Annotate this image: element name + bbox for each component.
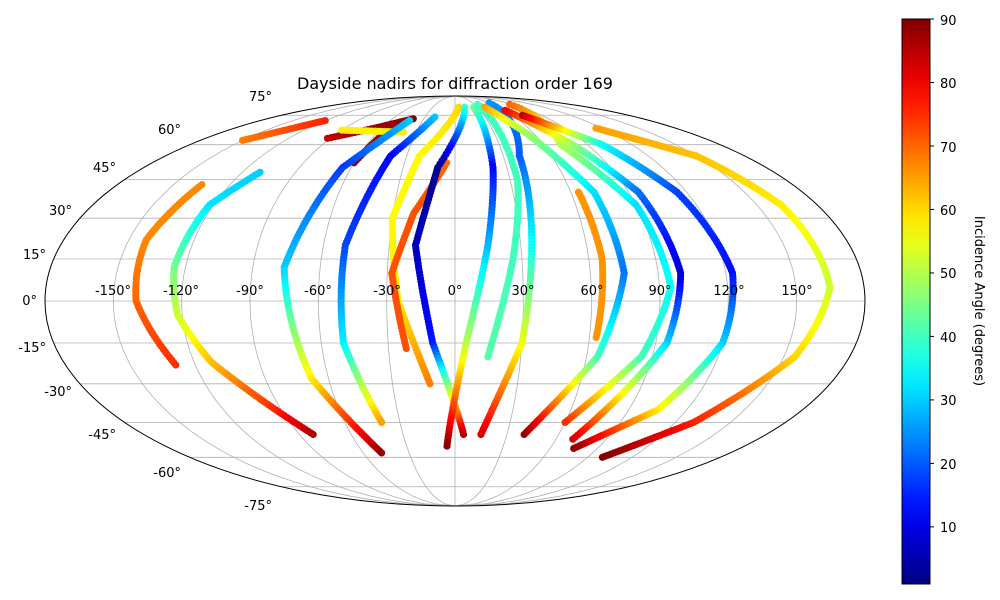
data-point <box>378 449 386 457</box>
longitude-gridline <box>386 96 456 506</box>
colorbar-tick-label: 80 <box>940 77 957 92</box>
data-point <box>172 361 180 369</box>
x-tick-label: -90° <box>236 284 264 299</box>
x-tick-label: -30° <box>373 284 401 299</box>
x-tick-label: 30° <box>511 284 534 299</box>
longitude-gridline <box>454 96 729 506</box>
y-tick-label: 30° <box>49 204 72 219</box>
longitude-gridline <box>454 96 524 506</box>
colorbar-tick-label: 90 <box>940 14 957 29</box>
y-tick-label: -45° <box>88 428 116 443</box>
data-point <box>402 344 410 353</box>
data-point <box>561 418 569 426</box>
y-tick-label: 75° <box>249 90 272 105</box>
longitude-gridline <box>317 96 456 506</box>
longitude-gridline <box>454 96 661 506</box>
data-point <box>443 442 451 450</box>
y-tick-label: -30° <box>44 385 72 400</box>
colorbar-label: Incidence Angle (degrees) <box>971 216 986 386</box>
colorbar-tick-label: 40 <box>940 331 957 346</box>
colorbar-tick-label: 30 <box>940 394 957 409</box>
x-tick-label: -150° <box>95 284 131 299</box>
y-tick-label: 45° <box>93 161 116 176</box>
chart-title: Dayside nadirs for diffraction order 169 <box>297 74 613 93</box>
y-tick-label: 0° <box>22 294 37 309</box>
data-point <box>592 333 600 341</box>
data-point <box>321 117 329 125</box>
y-tick-label: 60° <box>158 123 181 138</box>
data-point <box>309 430 317 439</box>
data-point <box>477 430 485 439</box>
y-tick-label: -60° <box>153 466 181 481</box>
y-tick-labels: -75° -60° -45° -30° -15° 0° 15° 30° 45° … <box>18 90 272 514</box>
data-point <box>570 444 578 452</box>
longitude-gridline <box>112 96 456 506</box>
x-tick-label: 60° <box>580 284 603 299</box>
y-tick-label: 15° <box>23 248 46 263</box>
data-series <box>132 99 834 461</box>
longitude-gridline <box>181 96 456 506</box>
data-point <box>598 453 607 461</box>
data-point <box>426 380 434 388</box>
data-point <box>569 435 577 443</box>
data-point <box>484 353 492 361</box>
colorbar-tick-label: 60 <box>940 204 957 219</box>
data-point <box>460 430 468 439</box>
colorbar-tick-label: 70 <box>940 141 957 156</box>
x-tick-label: -120° <box>163 284 199 299</box>
data-point <box>520 430 528 439</box>
longitude-gridline <box>249 96 456 506</box>
colorbar-tick-label: 10 <box>940 521 957 536</box>
x-tick-label: 150° <box>781 284 812 299</box>
x-tick-label: 0° <box>448 284 463 299</box>
longitude-gridline <box>454 96 798 506</box>
colorbar: 10 20 30 40 50 60 70 80 90 Incidence Ang… <box>901 14 986 585</box>
colorbar-tick-label: 50 <box>940 267 957 282</box>
x-tick-label: -60° <box>304 284 332 299</box>
x-tick-labels: -150° -120° -90° -60° -30° 0° 30° 60° 90… <box>95 284 813 299</box>
map-boundary <box>44 95 866 507</box>
colorbar-tick-label: 20 <box>940 458 957 473</box>
data-point <box>378 418 386 426</box>
colorbar-fill <box>901 18 931 585</box>
x-tick-label: 90° <box>648 284 671 299</box>
colorbar-ticks <box>930 18 934 528</box>
y-tick-label: -75° <box>244 499 272 514</box>
y-tick-label: -15° <box>18 341 46 356</box>
x-tick-label: 120° <box>713 284 744 299</box>
